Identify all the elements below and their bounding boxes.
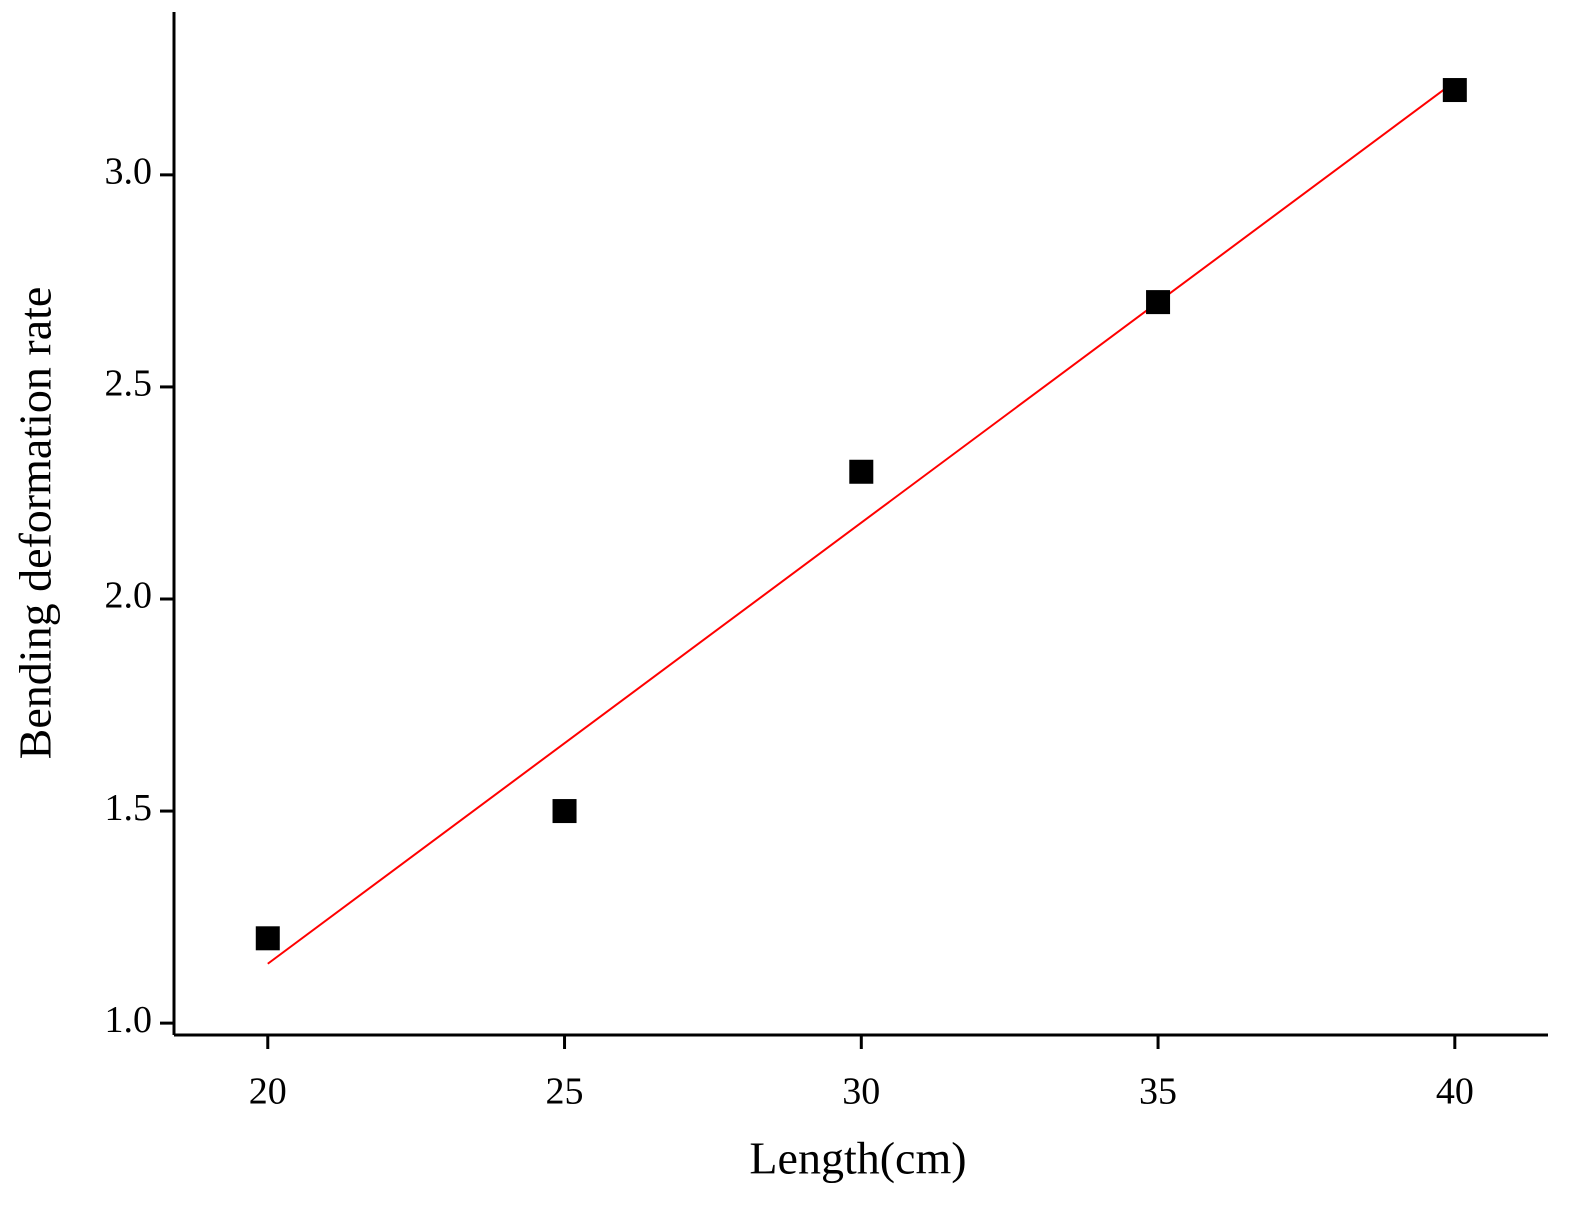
fit-line — [267, 80, 1456, 965]
x-tick-label: 35 — [1139, 1071, 1177, 1113]
y-axis-title: Bending deformation rate — [10, 287, 61, 760]
x-tick-label: 25 — [546, 1071, 584, 1113]
point — [849, 459, 874, 484]
y-tick-label: 1.0 — [105, 999, 153, 1041]
y-tick-label: 1.5 — [105, 787, 153, 829]
point — [1442, 78, 1467, 103]
y-tick-label: 3.0 — [105, 151, 153, 193]
x-tick-label: 20 — [249, 1071, 287, 1113]
y-tick-label: 2.0 — [105, 575, 153, 617]
x-tick-label: 30 — [842, 1071, 880, 1113]
y-tick-label: 2.5 — [105, 363, 153, 405]
x-tick-label: 40 — [1436, 1071, 1474, 1113]
point — [552, 799, 577, 824]
point — [1146, 290, 1171, 315]
x-axis-title: Length(cm) — [749, 1133, 966, 1184]
point — [255, 926, 280, 951]
